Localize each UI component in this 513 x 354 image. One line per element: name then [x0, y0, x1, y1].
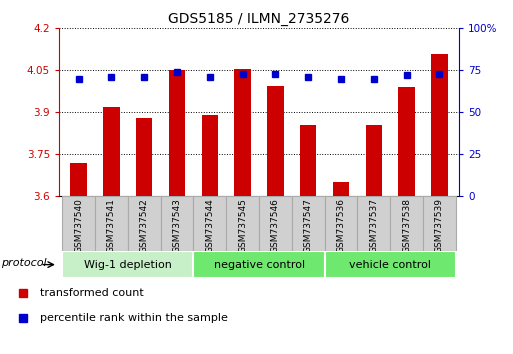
Bar	[399, 87, 415, 196]
Text: negative control: negative control	[213, 259, 305, 270]
Bar	[267, 86, 284, 196]
Bar	[169, 70, 185, 196]
Text: GSM737541: GSM737541	[107, 198, 116, 253]
Text: GSM737539: GSM737539	[435, 198, 444, 253]
Text: GSM737546: GSM737546	[271, 198, 280, 253]
Text: Wig-1 depletion: Wig-1 depletion	[84, 259, 172, 270]
Bar	[259, 196, 292, 251]
Bar	[161, 196, 193, 251]
Bar	[333, 182, 349, 196]
Text: GSM737544: GSM737544	[205, 198, 214, 253]
Text: percentile rank within the sample: percentile rank within the sample	[40, 313, 228, 323]
Bar	[292, 196, 325, 251]
Text: GSM737540: GSM737540	[74, 198, 83, 253]
Text: vehicle control: vehicle control	[349, 259, 431, 270]
Bar	[62, 196, 95, 251]
Text: GSM737545: GSM737545	[238, 198, 247, 253]
Bar	[325, 196, 358, 251]
Text: GSM737543: GSM737543	[172, 198, 182, 253]
Bar	[95, 196, 128, 251]
Bar	[390, 196, 423, 251]
Bar	[193, 251, 325, 278]
Bar	[62, 251, 193, 278]
Bar	[234, 69, 251, 196]
Text: GSM737538: GSM737538	[402, 198, 411, 253]
Bar	[103, 107, 120, 196]
Text: protocol: protocol	[1, 258, 47, 268]
Bar	[431, 53, 448, 196]
Bar	[325, 251, 456, 278]
Bar	[226, 196, 259, 251]
Bar	[300, 125, 317, 196]
Bar	[202, 115, 218, 196]
Bar	[423, 196, 456, 251]
Bar	[358, 196, 390, 251]
Title: GDS5185 / ILMN_2735276: GDS5185 / ILMN_2735276	[168, 12, 350, 26]
Bar	[128, 196, 161, 251]
Text: GSM737547: GSM737547	[304, 198, 313, 253]
Text: transformed count: transformed count	[40, 288, 144, 298]
Bar	[366, 125, 382, 196]
Bar	[193, 196, 226, 251]
Bar	[70, 163, 87, 196]
Text: GSM737542: GSM737542	[140, 198, 149, 253]
Text: GSM737537: GSM737537	[369, 198, 379, 253]
Bar	[136, 118, 152, 196]
Text: GSM737536: GSM737536	[337, 198, 346, 253]
